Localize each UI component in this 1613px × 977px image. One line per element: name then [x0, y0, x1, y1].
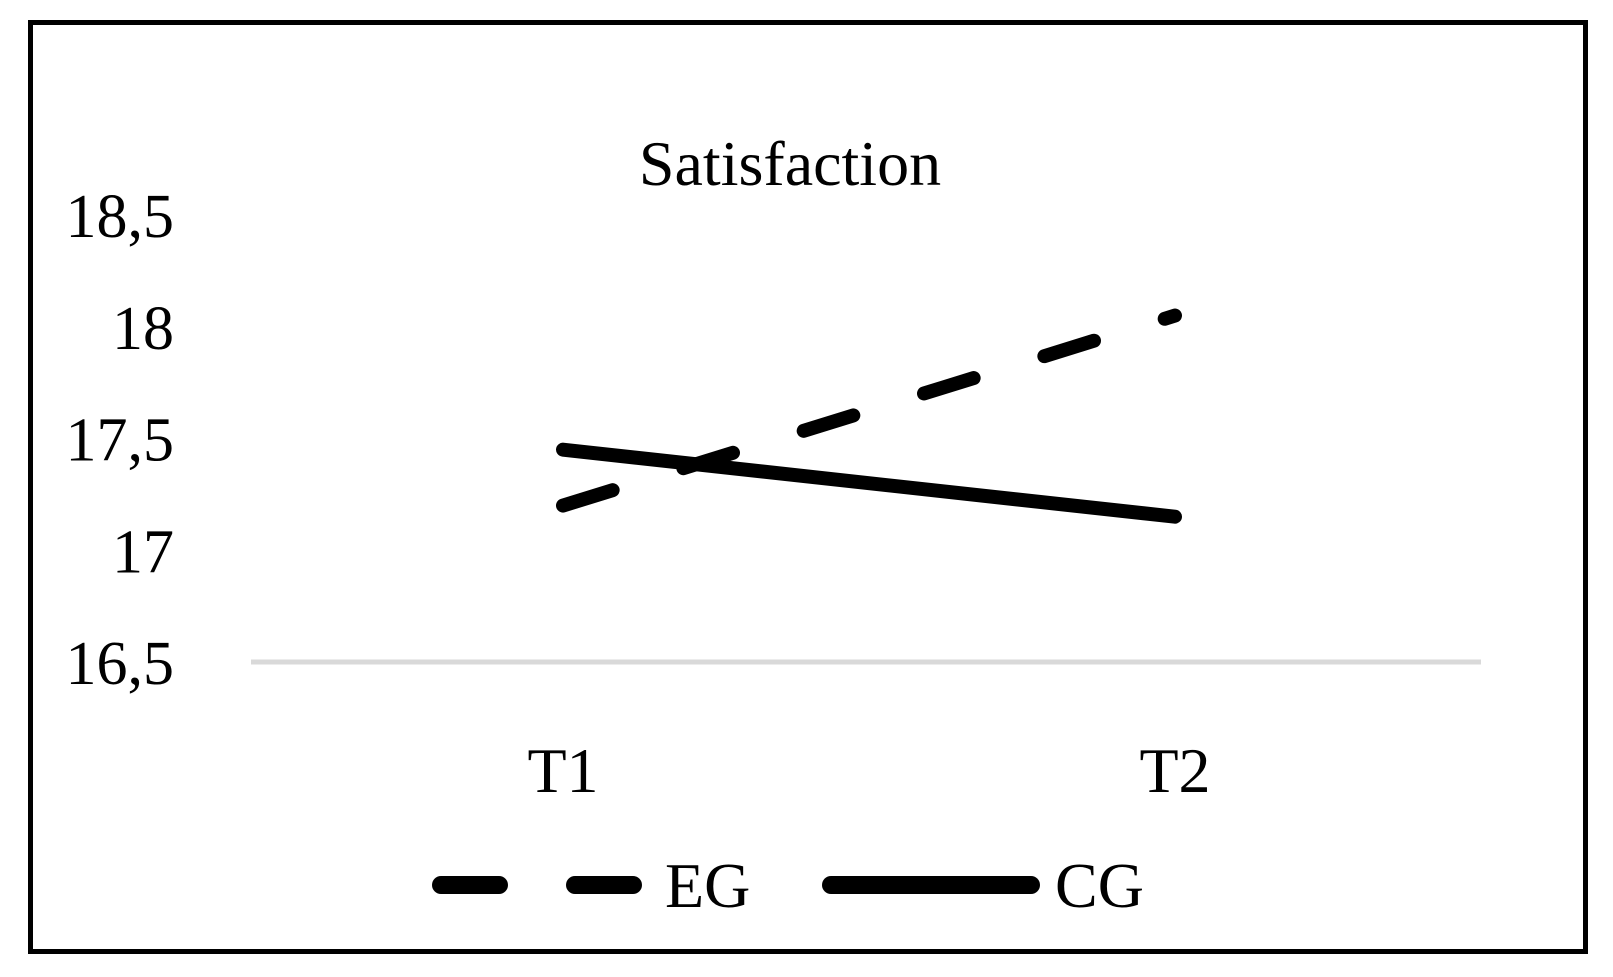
series-lines [556, 308, 1182, 524]
y-tick-label: 18,5 [66, 183, 175, 251]
line-chart: Satisfaction 16,5 17 17,5 18 18,5 T1 T2 EG CG [66, 128, 1481, 921]
legend-label-cg: CG [1055, 850, 1144, 921]
chart-title: Satisfaction [639, 128, 941, 199]
y-tick-label: 17 [112, 518, 174, 586]
series-line-eg [556, 308, 1182, 513]
y-tick-label: 18 [112, 295, 174, 363]
legend-label-eg: EG [665, 850, 750, 921]
legend: EG CG [432, 850, 1144, 921]
y-tick-label: 17,5 [66, 407, 175, 475]
x-tick-label: T1 [527, 735, 598, 806]
x-axis-ticks: T1 T2 [527, 735, 1210, 806]
y-tick-label: 16,5 [66, 630, 175, 698]
x-tick-label: T2 [1139, 735, 1210, 806]
series-line-cg [556, 442, 1182, 524]
chart-frame: Satisfaction 16,5 17 17,5 18 18,5 T1 T2 EG CG [28, 20, 1588, 954]
y-axis-ticks: 16,5 17 17,5 18 18,5 [66, 183, 175, 698]
